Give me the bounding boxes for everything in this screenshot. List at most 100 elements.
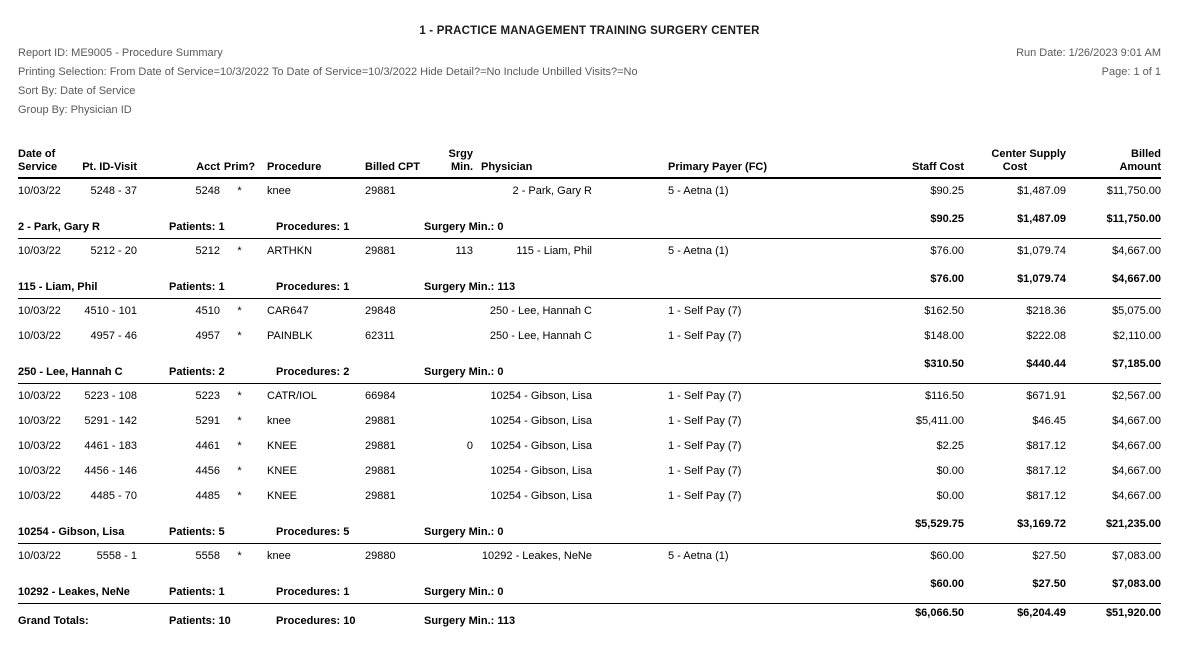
- cell-physician: 2 - Park, Gary R: [512, 185, 592, 197]
- cell-center-supply-cost: $1,487.09: [1017, 185, 1066, 197]
- report-meta-right: Run Date: 1/26/2023 9:01 AM Page: 1 of 1: [1016, 44, 1161, 82]
- cell-billed-cpt: 29881: [365, 185, 396, 197]
- grand-totals-procedures: Procedures: 10: [276, 615, 356, 627]
- subtotal-staff-cost: $60.00: [930, 578, 964, 590]
- col-header-prim-label: Prim?: [223, 161, 256, 173]
- cell-center-supply-cost: $222.08: [1026, 330, 1066, 342]
- col-header-date-of-service: Date of Service: [18, 148, 76, 174]
- cell-staff-cost: $60.00: [930, 550, 964, 562]
- cell-primary-payer: 1 - Self Pay (7): [668, 330, 742, 342]
- cell-prim: *: [237, 330, 242, 342]
- table-row: 10/03/22 4485 - 70 4485 * KNEE 29881 102…: [18, 484, 1161, 509]
- col-header-procedure: Procedure: [259, 161, 353, 174]
- cell-center-supply-cost: $817.12: [1026, 440, 1066, 452]
- cell-billed-amount: $4,667.00: [1112, 440, 1161, 452]
- subtotal-group-label: 115 - Liam, Phil: [18, 281, 98, 293]
- col-header-procedure-label: Procedure: [267, 161, 322, 173]
- col-header-staff-cost-label: Staff Cost: [912, 161, 964, 173]
- cell-physician: 10254 - Gibson, Lisa: [490, 415, 592, 427]
- subtotal-surgery-min: Surgery Min.: 0: [424, 221, 504, 233]
- cell-acct: 5558: [195, 550, 220, 562]
- cell-pt-id-visit: 5223 - 108: [84, 390, 137, 402]
- cell-staff-cost: $162.50: [924, 305, 964, 317]
- subtotal-procedures: Procedures: 5: [276, 526, 350, 538]
- subtotal-billed-amount: $11,750.00: [1106, 213, 1161, 225]
- cell-srgy-min: 113: [455, 245, 473, 257]
- table-row: 10/03/22 5212 - 20 5212 * ARTHKN 29881 1…: [18, 239, 1161, 264]
- cell-prim: *: [237, 440, 242, 452]
- cell-physician: 10254 - Gibson, Lisa: [490, 465, 592, 477]
- col-header-prim: Prim?: [220, 161, 259, 174]
- page-title: 1 - PRACTICE MANAGEMENT TRAINING SURGERY…: [419, 25, 760, 37]
- table-row: 10/03/22 4461 - 183 4461 * KNEE 29881 0 …: [18, 434, 1161, 459]
- cell-pt-id-visit: 4461 - 183: [84, 440, 137, 452]
- cell-prim: *: [237, 490, 242, 502]
- subtotal-patients: Patients: 5: [169, 526, 225, 538]
- cell-primary-payer: 5 - Aetna (1): [668, 185, 729, 197]
- subtotal-patients: Patients: 2: [169, 366, 225, 378]
- col-header-date-line1: Date of: [18, 148, 56, 160]
- cell-acct: 5223: [195, 390, 220, 402]
- cell-pt-id-visit: 4485 - 70: [90, 490, 137, 502]
- cell-acct: 4485: [195, 490, 220, 502]
- col-header-primary-payer: Primary Payer (FC): [592, 161, 854, 174]
- subtotal-patients: Patients: 1: [169, 281, 225, 293]
- cell-physician: 115 - Liam, Phil: [516, 245, 592, 257]
- cell-procedure: KNEE: [267, 440, 297, 452]
- subtotal-procedures: Procedures: 1: [276, 281, 350, 293]
- subtotal-billed-amount: $7,185.00: [1112, 358, 1161, 370]
- subtotal-billed-amount: $21,235.00: [1105, 518, 1161, 530]
- col-header-srgy-line1: Srgy: [448, 148, 473, 160]
- grand-totals-billed-amount: $51,920.00: [1105, 607, 1161, 619]
- cell-pt-id-visit: 5248 - 37: [90, 185, 137, 197]
- cell-billed-amount: $7,083.00: [1112, 550, 1161, 562]
- cell-billed-cpt: 66984: [365, 390, 396, 402]
- grand-totals-center-supply-cost: $6,204.49: [1017, 607, 1066, 619]
- cell-prim: *: [237, 305, 242, 317]
- cell-procedure: KNEE: [267, 490, 297, 502]
- group-by-line: Group By: Physician ID: [18, 104, 132, 116]
- cell-pt-id-visit: 4957 - 46: [90, 330, 137, 342]
- cell-billed-amount: $4,667.00: [1112, 465, 1161, 477]
- subtotal-procedures: Procedures: 2: [276, 366, 350, 378]
- cell-billed-cpt: 29848: [365, 305, 396, 317]
- separator-line: [18, 298, 1161, 299]
- report-id-line: Report ID: ME9005 - Procedure Summary: [18, 47, 223, 59]
- cell-center-supply-cost: $817.12: [1026, 490, 1066, 502]
- cell-prim: *: [237, 550, 242, 562]
- cell-pt-id-visit: 5558 - 1: [96, 550, 137, 562]
- cell-staff-cost: $90.25: [930, 185, 964, 197]
- cell-center-supply-cost: $671.91: [1026, 390, 1066, 402]
- cell-acct: 5248: [195, 185, 220, 197]
- cell-prim: *: [237, 390, 242, 402]
- col-header-billed-line2: Amount: [1119, 161, 1161, 173]
- cell-staff-cost: $0.00: [936, 465, 964, 477]
- report-meta: Report ID: ME9005 - Procedure Summary Pr…: [18, 44, 1161, 120]
- subtotal-billed-amount: $4,667.00: [1112, 273, 1161, 285]
- cell-date-of-service: 10/03/22: [18, 550, 61, 562]
- cell-center-supply-cost: $1,079.74: [1017, 245, 1066, 257]
- cell-primary-payer: 1 - Self Pay (7): [668, 305, 742, 317]
- sort-by-line: Sort By: Date of Service: [18, 85, 136, 97]
- col-header-supply-line2: Cost: [1002, 161, 1028, 173]
- cell-date-of-service: 10/03/22: [18, 305, 61, 317]
- cell-date-of-service: 10/03/22: [18, 490, 61, 502]
- subtotal-group-label: 10292 - Leakes, NeNe: [18, 586, 130, 598]
- run-date-line: Run Date: 1/26/2023 9:01 AM: [1016, 47, 1161, 59]
- subtotal-staff-cost: $5,529.75: [915, 518, 964, 530]
- cell-date-of-service: 10/03/22: [18, 185, 61, 197]
- cell-prim: *: [237, 415, 242, 427]
- cell-pt-id-visit: 5291 - 142: [84, 415, 137, 427]
- report-meta-left: Report ID: ME9005 - Procedure Summary Pr…: [18, 44, 1161, 120]
- cell-prim: *: [237, 185, 242, 197]
- col-header-staff-cost: Staff Cost: [854, 161, 964, 174]
- cell-billed-cpt: 29881: [365, 440, 396, 452]
- cell-primary-payer: 1 - Self Pay (7): [668, 490, 742, 502]
- separator-line: [18, 543, 1161, 544]
- cell-primary-payer: 1 - Self Pay (7): [668, 415, 742, 427]
- subtotal-surgery-min: Surgery Min.: 0: [424, 526, 504, 538]
- cell-procedure: ARTHKN: [267, 245, 313, 257]
- group-subtotal-row: 10292 - Leakes, NeNe Patients: 1 Procedu…: [18, 578, 1161, 600]
- cell-center-supply-cost: $27.50: [1032, 550, 1066, 562]
- cell-center-supply-cost: $218.36: [1026, 305, 1066, 317]
